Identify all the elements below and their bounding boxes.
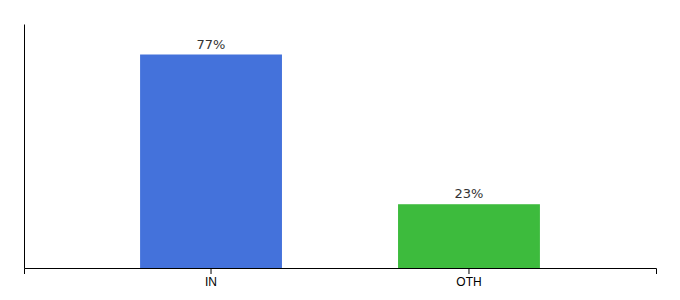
y-axis-line	[24, 25, 25, 269]
x-tick: OTH	[456, 268, 481, 289]
chart: IN OTH 77% 23%	[0, 0, 680, 300]
y-axis	[24, 25, 25, 269]
bar	[398, 204, 540, 268]
plot: IN OTH 77% 23%	[25, 25, 657, 289]
data-label: 77%	[197, 37, 226, 52]
x-tick-label: OTH	[456, 275, 481, 289]
bars	[140, 55, 540, 269]
x-tick-label: IN	[205, 275, 217, 289]
data-label: 23%	[455, 186, 484, 201]
x-tick-mark	[468, 268, 469, 274]
x-tick-mark	[211, 268, 212, 274]
data-labels: 77% 23%	[197, 37, 484, 202]
x-axis: IN OTH	[25, 268, 657, 289]
bar	[140, 55, 282, 269]
x-axis-line	[25, 269, 657, 275]
x-tick: IN	[205, 268, 217, 289]
